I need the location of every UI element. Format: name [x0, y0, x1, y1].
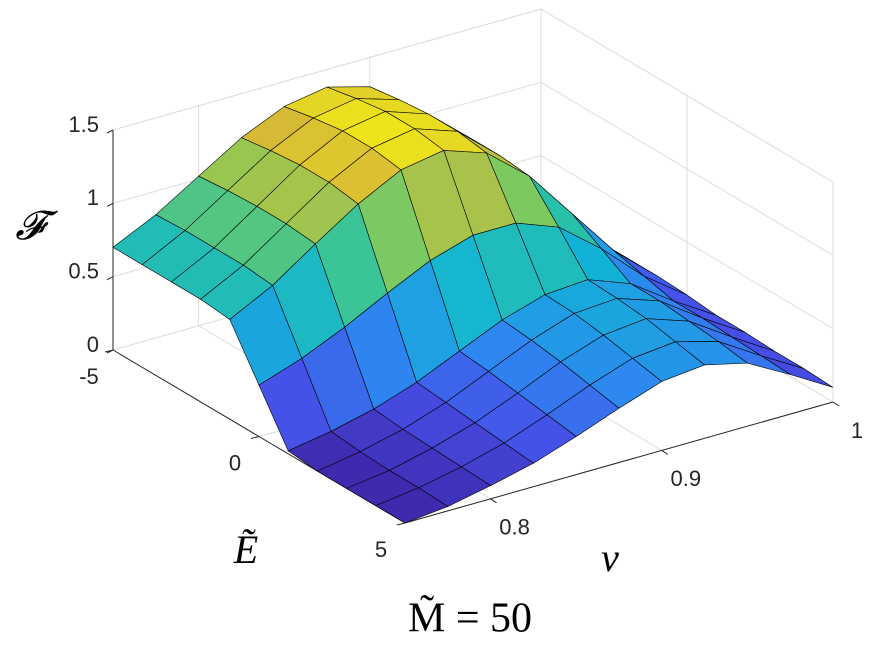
z-tick-label: 0.5 — [68, 258, 99, 283]
surface-patch — [375, 487, 449, 524]
y-tick-label: 0.9 — [671, 466, 702, 491]
tick-mark — [832, 401, 840, 407]
chart-title: M̃ = 50 — [408, 594, 532, 641]
box-edge — [112, 8, 542, 131]
x-axis-label: Ẽ — [233, 527, 258, 572]
z-tick-label: 1 — [87, 185, 99, 210]
z-tick-label: 1.5 — [68, 112, 99, 137]
y-tick-label: 0.8 — [499, 515, 530, 540]
tick-mark — [106, 276, 114, 281]
tick-mark — [661, 449, 669, 455]
box-edge — [540, 8, 834, 183]
tick-mark — [106, 202, 114, 207]
x-tick-label: 0 — [229, 450, 241, 475]
tick-mark — [104, 349, 114, 353]
axis-line — [404, 401, 834, 524]
tick-mark — [250, 436, 260, 439]
tick-mark — [396, 522, 406, 526]
tick-mark — [490, 498, 497, 504]
y-tick-label: 1 — [851, 418, 863, 443]
y-axis-label: v — [601, 535, 619, 580]
x-tick-label: -5 — [79, 364, 99, 389]
x-tick-label: 5 — [375, 537, 387, 562]
z-tick-label: 0 — [87, 332, 99, 357]
tick-mark — [106, 129, 114, 134]
